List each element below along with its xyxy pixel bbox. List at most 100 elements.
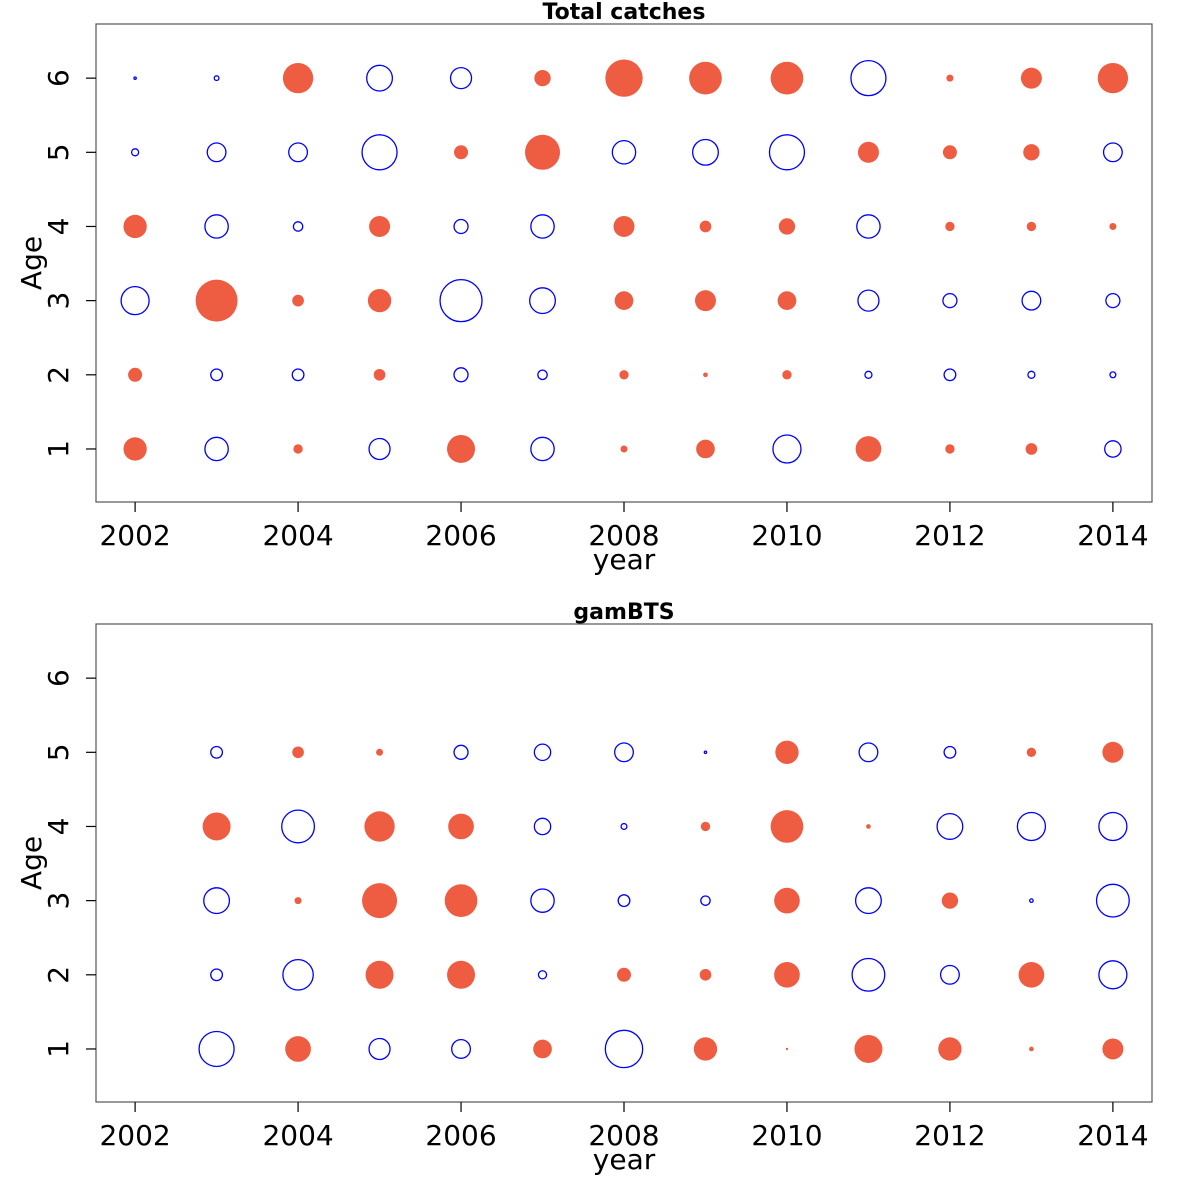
x-axis-label: year <box>593 543 656 576</box>
bubble <box>851 957 886 992</box>
bubble <box>1016 811 1047 842</box>
x-tick-label: 2006 <box>425 519 496 552</box>
bubble <box>858 742 879 763</box>
bubble <box>857 141 879 163</box>
bubble <box>376 748 384 756</box>
bubble <box>946 74 954 82</box>
bubble <box>942 145 957 160</box>
bubble <box>866 824 871 829</box>
bubble <box>454 145 469 160</box>
bubble <box>365 960 394 989</box>
bubble <box>850 59 887 97</box>
bubble <box>699 968 712 981</box>
bubble <box>777 291 797 310</box>
bubble <box>282 958 314 991</box>
bubble <box>292 221 304 232</box>
bubble <box>533 1039 552 1059</box>
bubble <box>855 436 882 462</box>
bubble <box>696 439 715 459</box>
bubble <box>936 812 964 840</box>
bubble <box>202 812 231 841</box>
bubble <box>1104 440 1122 458</box>
bubble <box>778 218 796 235</box>
bubble <box>1098 811 1128 842</box>
bubble <box>282 62 314 94</box>
bubble <box>614 742 634 763</box>
x-tick-label: 2010 <box>751 519 822 552</box>
bubble <box>785 1047 789 1051</box>
y-tick-label: 2 <box>42 966 75 984</box>
bubble <box>1021 290 1042 311</box>
bubble <box>693 1037 718 1061</box>
bubble <box>213 75 220 82</box>
y-axis-label: Age <box>15 836 48 890</box>
bubble <box>864 370 873 379</box>
bubble <box>854 887 882 915</box>
y-tick-label: 3 <box>42 892 75 910</box>
bubble <box>1098 960 1128 990</box>
bubble <box>857 289 880 312</box>
bubble <box>204 214 229 239</box>
bubble <box>368 437 391 461</box>
bubble <box>613 215 635 237</box>
y-tick-label: 4 <box>42 218 75 236</box>
bubble <box>447 434 476 463</box>
bubble <box>620 822 628 831</box>
bubble <box>700 895 711 906</box>
bubble <box>617 967 631 982</box>
bubble <box>775 740 799 764</box>
bubble <box>362 883 398 919</box>
bubble <box>774 961 800 988</box>
bubble <box>203 887 231 915</box>
x-tick-label: 2004 <box>262 519 333 552</box>
bubble <box>206 142 227 163</box>
bubble <box>703 372 708 378</box>
bubble <box>444 884 478 917</box>
bubble <box>281 809 316 844</box>
bubble <box>943 745 957 759</box>
bubble <box>529 287 557 315</box>
bubble <box>1025 443 1038 455</box>
y-tick-label: 2 <box>42 366 75 384</box>
bubble <box>856 214 881 239</box>
bubble <box>700 821 711 832</box>
x-tick-label: 2002 <box>99 1119 170 1152</box>
x-axis-label: year <box>593 1143 656 1176</box>
bubble <box>373 368 386 381</box>
bubble <box>768 134 806 171</box>
bubble <box>1095 883 1130 918</box>
bubble <box>854 1034 883 1063</box>
y-tick-label: 3 <box>42 292 75 310</box>
bubble <box>537 369 548 381</box>
y-tick-label: 6 <box>42 69 75 87</box>
bubble <box>451 1038 472 1059</box>
bubble <box>1026 221 1037 232</box>
chart-title: Total catches <box>543 0 706 25</box>
bubble <box>604 1029 644 1069</box>
bubble <box>210 745 224 759</box>
bubble <box>943 368 957 382</box>
bubble <box>1027 370 1036 379</box>
bubble <box>938 1037 962 1061</box>
y-tick-label: 5 <box>42 143 75 161</box>
bubble <box>689 61 722 95</box>
bubble <box>123 214 147 239</box>
bubble <box>366 64 394 92</box>
bubble <box>291 368 305 382</box>
bubble <box>292 746 304 759</box>
bubble <box>1097 62 1129 94</box>
bubble <box>369 215 391 237</box>
x-tick-label: 2014 <box>1077 519 1148 552</box>
bubble <box>128 367 143 382</box>
x-tick-label: 2008 <box>588 519 659 552</box>
bubble <box>772 434 802 464</box>
bubble <box>691 138 719 166</box>
x-tick-label: 2006 <box>425 1119 496 1152</box>
y-tick-label: 6 <box>42 669 75 687</box>
bubble <box>533 817 552 836</box>
bubble <box>1102 741 1124 763</box>
bubble <box>361 134 398 171</box>
bubble <box>439 278 483 323</box>
bubble <box>619 370 629 380</box>
